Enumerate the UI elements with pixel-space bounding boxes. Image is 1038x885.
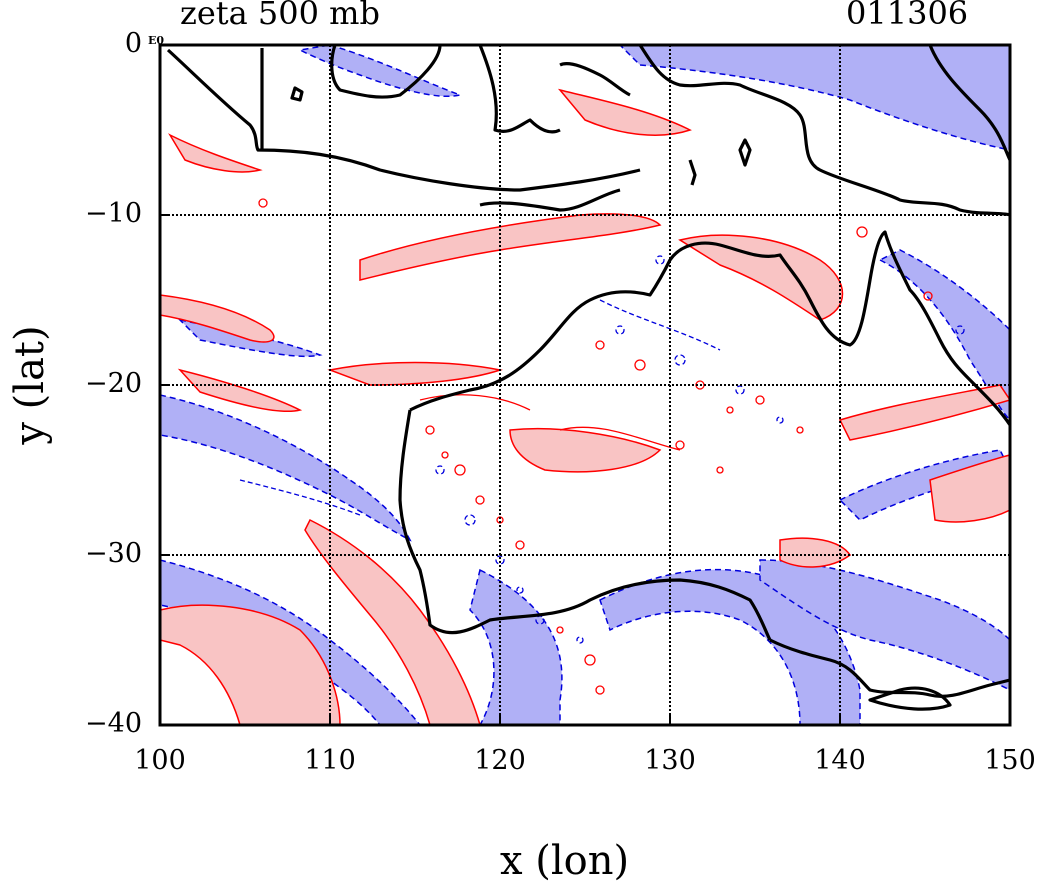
positive-vorticity-band xyxy=(359,213,662,281)
positive-contour-cluster xyxy=(258,198,933,695)
y-tick-label: −10 xyxy=(85,198,142,229)
positive-vorticity-band xyxy=(557,88,692,136)
axis-ticks xyxy=(160,214,841,725)
map-title: zeta 500 mb xyxy=(180,0,380,32)
positive-vorticity-band xyxy=(168,133,263,173)
x-tick-label: 100 xyxy=(134,745,186,776)
positive-vorticity-band xyxy=(509,427,662,473)
negative-contour-cluster xyxy=(239,255,965,644)
vorticity-field xyxy=(160,45,1010,725)
y-tick-label: −20 xyxy=(85,368,142,399)
positive-vorticity-band xyxy=(304,518,481,725)
y-tick-label: −40 xyxy=(85,708,142,739)
positive-vorticity-band xyxy=(177,368,303,413)
positive-vorticity-band xyxy=(929,454,1010,523)
graticule xyxy=(160,45,1010,725)
negative-vorticity-band xyxy=(599,568,861,725)
negative-vorticity-band xyxy=(469,568,563,725)
y-tick-label: −30 xyxy=(85,538,142,569)
x-tick-label: 110 xyxy=(304,745,356,776)
positive-vorticity-band xyxy=(838,384,1010,441)
positive-vorticity-band xyxy=(160,294,275,343)
negative-vorticity-band xyxy=(878,249,1010,422)
negative-vorticity-band xyxy=(160,394,412,542)
x-tick-label: 140 xyxy=(814,745,866,776)
x-axis-label: x (lon) xyxy=(500,838,630,884)
positive-vorticity-band xyxy=(160,604,341,725)
positive-vorticity-band xyxy=(678,234,844,321)
negative-vorticity-band xyxy=(618,45,1010,151)
positive-vorticity-band xyxy=(327,361,503,386)
x-tick-label: 150 xyxy=(984,745,1036,776)
x-tick-label: 130 xyxy=(644,745,696,776)
negative-vorticity-band xyxy=(759,559,1010,691)
coastline xyxy=(166,45,1010,711)
negative-vorticity-band xyxy=(297,45,463,98)
map-date-code: 011306 xyxy=(846,0,969,32)
y-tick-label: 0 xyxy=(124,28,142,59)
x-tick-label: 120 xyxy=(474,745,526,776)
